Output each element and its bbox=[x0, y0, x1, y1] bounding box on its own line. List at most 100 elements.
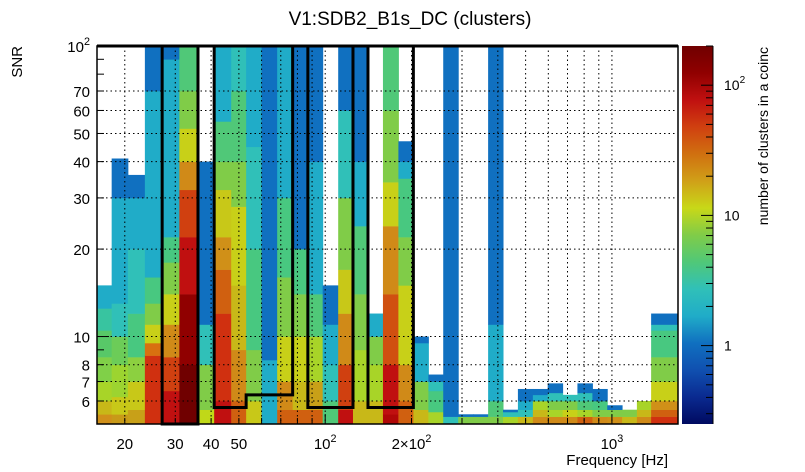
x-tick-label: 30 bbox=[167, 436, 184, 453]
y-tick-label: 40 bbox=[73, 155, 90, 172]
heatmap-cell bbox=[488, 46, 504, 325]
heatmap-cell bbox=[398, 178, 414, 238]
heatmap-cell bbox=[292, 46, 309, 250]
heatmap-cell bbox=[127, 174, 146, 199]
heatmap-cell bbox=[488, 324, 504, 365]
heatmap-cell bbox=[382, 294, 399, 365]
heatmap-cell bbox=[382, 364, 399, 415]
heatmap-cell bbox=[651, 409, 679, 417]
heatmap-cell bbox=[144, 303, 163, 325]
heatmap-cell bbox=[162, 262, 180, 295]
heatmap-cell bbox=[428, 390, 444, 413]
heatmap-cell bbox=[636, 416, 652, 425]
heatmap-cell bbox=[352, 400, 369, 425]
heatmap-cell bbox=[214, 46, 232, 122]
heatmap-cell bbox=[307, 336, 324, 382]
heatmap-cell bbox=[179, 161, 199, 191]
heatmap-cell bbox=[517, 400, 534, 411]
heatmap-cell bbox=[428, 381, 444, 392]
y-tick-label: 70 bbox=[73, 84, 90, 101]
heatmap-cell bbox=[214, 400, 232, 425]
color-scale-label: 10 bbox=[724, 207, 740, 223]
heatmap-cell bbox=[111, 158, 129, 199]
heatmap-cell bbox=[562, 394, 578, 402]
heatmap-cell bbox=[473, 414, 489, 417]
heatmap-cell bbox=[307, 381, 324, 411]
heatmap-cell bbox=[246, 46, 263, 148]
heatmap-cell bbox=[97, 285, 113, 309]
heatmap-cell bbox=[636, 400, 652, 411]
heatmap-cell bbox=[352, 161, 369, 227]
heatmap-cell bbox=[179, 128, 199, 162]
heatmap-cell bbox=[179, 294, 199, 365]
heatmap-cell bbox=[322, 285, 339, 325]
heatmap-cell bbox=[592, 400, 608, 411]
heatmap-cell bbox=[443, 46, 459, 382]
heatmap-cell bbox=[367, 313, 384, 337]
x-tick-label: 102 bbox=[314, 433, 337, 453]
heatmap-cell bbox=[382, 110, 399, 183]
heatmap-cell bbox=[338, 110, 354, 199]
heatmap-cell bbox=[413, 409, 429, 425]
heatmap-cell bbox=[197, 409, 215, 425]
heatmap-cell bbox=[144, 277, 163, 304]
heatmap-cell bbox=[246, 349, 263, 402]
heatmap-cell bbox=[622, 416, 638, 425]
heatmap-cell bbox=[503, 409, 519, 413]
x-tick-label: 20 bbox=[116, 436, 133, 453]
heatmap-cell bbox=[179, 189, 199, 238]
heatmap-cell bbox=[592, 388, 608, 402]
heatmap-cell bbox=[307, 46, 324, 162]
heatmap-cell bbox=[592, 416, 608, 425]
heatmap-cell bbox=[292, 381, 309, 411]
heatmap-cell bbox=[144, 46, 163, 92]
heatmap-cell bbox=[428, 411, 444, 425]
heatmap-cell bbox=[338, 197, 354, 270]
heatmap-cell bbox=[577, 416, 593, 425]
heatmap-cell bbox=[127, 197, 146, 250]
heatmap-cell bbox=[622, 409, 638, 417]
heatmap-cell bbox=[458, 416, 474, 425]
heatmap-cell bbox=[488, 364, 504, 402]
heatmap-cell bbox=[651, 313, 679, 325]
y-axis-label: SNR bbox=[9, 46, 26, 78]
heatmap-cell bbox=[398, 237, 414, 286]
heatmap-cell bbox=[162, 357, 180, 392]
heatmap-cell bbox=[547, 383, 564, 394]
heatmap-cell bbox=[651, 381, 679, 402]
heatmap-cell bbox=[214, 237, 232, 270]
heatmap-cell bbox=[547, 416, 564, 425]
color-scale-gradient bbox=[682, 46, 713, 424]
heatmap-cell bbox=[277, 277, 294, 337]
heatmap-cell bbox=[636, 409, 652, 417]
color-scale-bar: 1 10 102 bbox=[682, 45, 746, 424]
heatmap-cell bbox=[111, 414, 129, 425]
x-tick-label: 50 bbox=[231, 436, 248, 453]
heatmap-cell bbox=[231, 91, 247, 162]
heatmap-cell bbox=[607, 405, 623, 411]
heatmap-cell bbox=[488, 400, 504, 417]
heatmap-cell bbox=[352, 226, 369, 295]
heatmap-cell bbox=[127, 381, 146, 411]
heatmap-cell bbox=[162, 46, 180, 60]
heatmap-cell bbox=[367, 400, 384, 425]
heatmap-cell bbox=[443, 416, 459, 425]
heatmap-cell bbox=[651, 324, 679, 331]
heatmap-cell bbox=[231, 285, 247, 351]
heatmap-cell bbox=[111, 396, 129, 415]
heatmap-cell bbox=[607, 416, 623, 425]
heatmap-cell bbox=[413, 381, 429, 411]
heatmap-cell bbox=[127, 249, 146, 314]
x-axis-label: Frequency [Hz] bbox=[566, 452, 668, 469]
heatmap-cell bbox=[97, 308, 113, 331]
heatmap-cell bbox=[651, 330, 679, 358]
heatmap-cell bbox=[651, 400, 679, 411]
heatmap-cell bbox=[179, 91, 199, 129]
plot-frame bbox=[96, 45, 679, 425]
heatmap-cell bbox=[292, 294, 309, 337]
heatmap-cell bbox=[382, 46, 399, 111]
heatmap-cell bbox=[97, 381, 113, 402]
y-tick-label: 10 bbox=[73, 330, 90, 347]
heatmap-cell bbox=[127, 357, 146, 382]
heatmap-cell bbox=[352, 349, 369, 402]
